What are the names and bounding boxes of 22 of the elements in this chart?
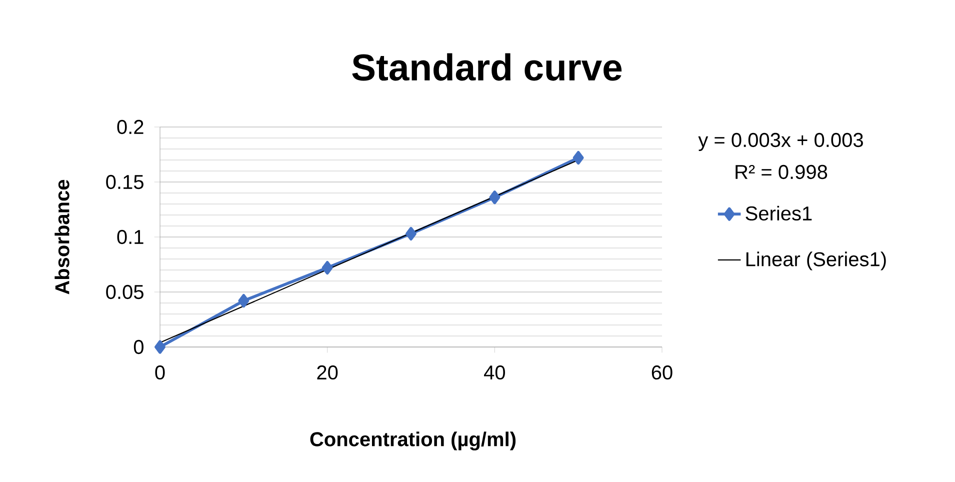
y-tick-label: 0.1: [117, 230, 144, 244]
y-tick-label: 0.05: [106, 284, 144, 300]
text: R² = 0.998: [736, 164, 828, 180]
chart-title: Standard curve: [352, 53, 622, 81]
y-tick-label: 0.2: [117, 120, 144, 134]
legend-label: Linear (Series1): [746, 252, 886, 270]
y-tick-label: 0.15: [106, 174, 144, 190]
legend-label: Series1: [746, 206, 812, 221]
x-tick-label: 20: [317, 365, 338, 380]
x-tick-label: 40: [484, 365, 505, 380]
point: [322, 260, 333, 275]
point: [154, 340, 166, 354]
y-tick-label: 0: [134, 340, 144, 354]
x-axis-title: Concentration (µg/ml): [310, 432, 516, 450]
x-tick-label: 0: [155, 365, 165, 380]
x-tick-label: 60: [652, 365, 672, 380]
point: [238, 294, 250, 308]
y-axis-title: Absorbance: [54, 180, 70, 294]
point: [572, 150, 584, 165]
point: [489, 190, 500, 204]
text: y = 0.003x + 0.003: [698, 132, 863, 152]
point: [406, 226, 416, 241]
